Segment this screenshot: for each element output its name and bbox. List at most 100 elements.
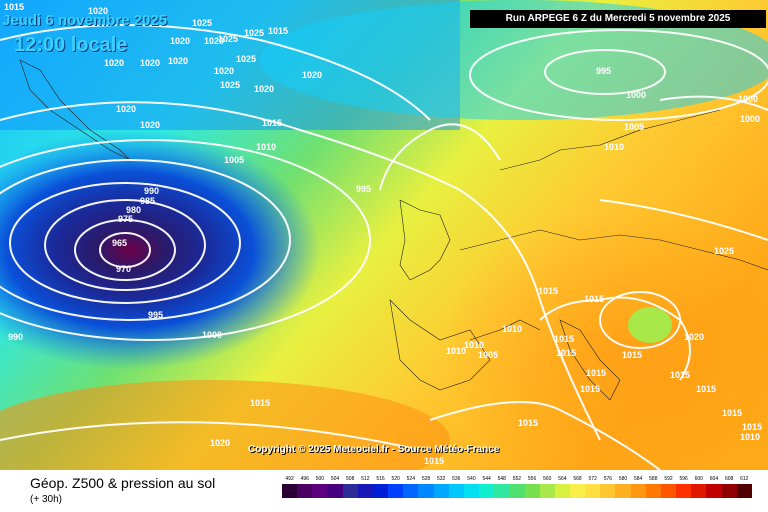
scale-label: 556 [527, 476, 537, 482]
scale-label: 532 [436, 476, 446, 482]
isobar-label: 1020 [684, 332, 705, 342]
isobar-label: 1025 [244, 28, 265, 38]
scale-swatch [479, 484, 495, 498]
scale-swatch [524, 484, 540, 498]
isobar-label: 970 [116, 264, 132, 274]
scale-label: 576 [603, 476, 613, 482]
scale-swatch [312, 484, 328, 498]
scale-swatch [721, 484, 737, 498]
isobar-label: 1015 [696, 384, 717, 394]
scale-label: 552 [512, 476, 522, 482]
scale-swatch [327, 484, 343, 498]
scale-label: 584 [634, 476, 643, 482]
scale-label: 520 [391, 476, 400, 482]
scale-swatch [509, 484, 525, 498]
scale-label: 540 [467, 476, 476, 482]
isobar-label: 1005 [624, 122, 645, 132]
isobar-label: 1015 [742, 422, 763, 432]
scale-swatch [630, 484, 646, 498]
scale-swatch [706, 484, 722, 498]
scale-swatch [585, 484, 601, 498]
isobar-label: 1000 [738, 94, 759, 104]
isobar-label: 975 [118, 214, 134, 224]
scale-label: 516 [376, 476, 385, 482]
isobar-label: 1025 [218, 34, 239, 44]
scale-swatch [494, 484, 510, 498]
isobar-label: 1010 [446, 346, 467, 356]
scale-label: 536 [452, 476, 461, 482]
isobar-label: 1015 [670, 370, 691, 380]
isobar-label: 1005 [478, 350, 499, 360]
color-scale-bar [282, 484, 752, 498]
scale-label: 572 [588, 476, 597, 482]
isobar-label: 1025 [220, 80, 241, 90]
scale-swatch [539, 484, 555, 498]
scale-label: 596 [679, 476, 688, 482]
scale-swatch [448, 484, 464, 498]
scale-swatch [372, 484, 389, 498]
isobar-label: 1020 [302, 70, 323, 80]
scale-swatch [463, 484, 480, 498]
scale-label: 492 [285, 476, 294, 482]
isobar-label: 1010 [256, 142, 277, 152]
scale-label: 508 [346, 476, 355, 482]
isobar-label: 1020 [214, 66, 235, 76]
scale-label: 600 [694, 476, 703, 482]
isobar-label: 985 [140, 196, 156, 206]
isobar-label: 1020 [168, 56, 189, 66]
scale-label: 560 [543, 476, 552, 482]
isobar-label: 1020 [254, 84, 275, 94]
scale-label: 588 [649, 476, 658, 482]
isobar-label: 1015 [4, 2, 25, 12]
isobar-label: 1020 [88, 6, 109, 16]
scale-label: 612 [740, 476, 749, 482]
color-scale: 492 496 500 504 508 512 516 520 524 528 532 536 540 5… [282, 476, 752, 498]
isobar-label: 995 [148, 310, 164, 320]
scale-label: 592 [664, 476, 673, 482]
isobar-label: 1015 [518, 418, 539, 428]
isobar-label: 1020 [116, 104, 137, 114]
isobar-label: 1025 [192, 18, 213, 28]
scale-label: 564 [558, 476, 567, 482]
scale-swatch [615, 484, 631, 498]
isobar-label: 1000 [740, 114, 761, 124]
isobar-label: 1010 [604, 142, 625, 152]
valid-time: 12:00 locale [14, 34, 128, 56]
scale-swatch [342, 484, 358, 498]
isobar-label: 1020 [140, 58, 161, 68]
isobar-label: 1000 [626, 90, 647, 100]
isobar-label: 1005 [224, 155, 245, 165]
scale-swatch [660, 484, 677, 498]
isobar-label: 1020 [104, 58, 125, 68]
isobar-label: 1015 [556, 348, 577, 358]
scale-swatch [736, 484, 752, 498]
isobar-label: 1020 [140, 120, 161, 130]
isobar-label: 995 [356, 184, 372, 194]
isobar-label: 1010 [464, 340, 485, 350]
scale-label: 500 [315, 476, 325, 482]
scale-label: 604 [709, 476, 719, 482]
scale-swatch [357, 484, 373, 498]
scale-swatch [403, 484, 419, 498]
isobar-label: 1020 [204, 36, 225, 46]
scale-label: 512 [361, 476, 370, 482]
scale-label: 528 [421, 476, 431, 482]
isobar-label: 1025 [714, 246, 735, 256]
isobar-label: 1020 [170, 36, 191, 46]
scale-swatch [645, 484, 661, 498]
isobar-label: 995 [596, 66, 612, 76]
isobar-label: 1000 [202, 330, 223, 340]
scale-swatch [676, 484, 692, 498]
isobar-label: 1015 [268, 26, 289, 36]
isobar-label: 1015 [250, 398, 271, 408]
scale-swatch [569, 484, 586, 498]
scale-swatch [297, 484, 313, 498]
color-scale-labels: 492 496 500 504 508 512 516 520 524 528 532 536 540 5… [282, 476, 752, 482]
isobar-label: 1015 [262, 118, 283, 128]
isobar-label: 980 [126, 205, 142, 215]
isobar-label: 1015 [538, 286, 559, 296]
isobar-label: 1025 [236, 54, 257, 64]
legend-title: Géop. Z500 & pression au sol [30, 475, 216, 491]
scale-swatch [418, 484, 434, 498]
legend-area: Géop. Z500 & pression au sol (+ 30h) 492… [0, 470, 768, 512]
